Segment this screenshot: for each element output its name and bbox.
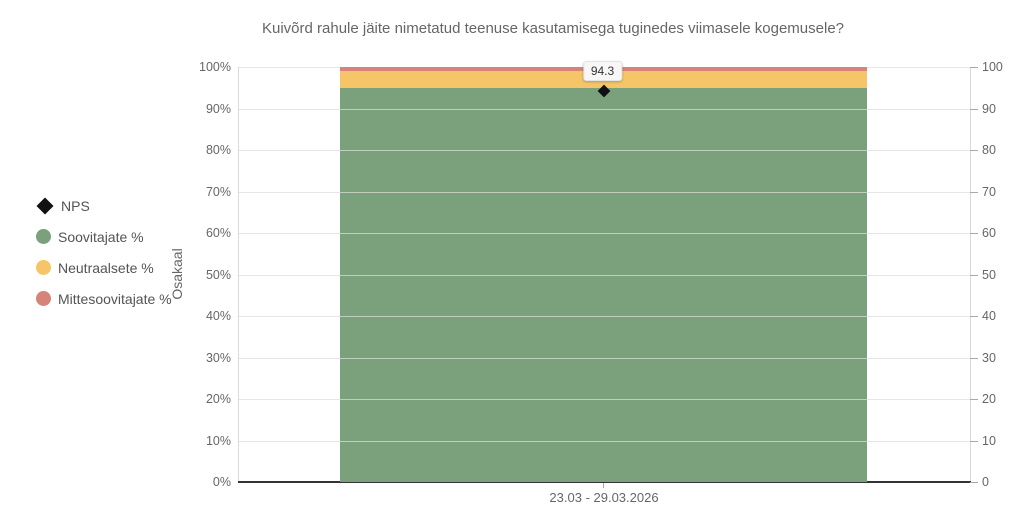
gridline-over-bar xyxy=(340,274,867,276)
y-axis-left-tick-label: 40% xyxy=(205,309,231,323)
gridline-over-bar xyxy=(340,191,867,193)
legend-item-nps[interactable]: NPS xyxy=(36,195,172,216)
y-axis-right-tick xyxy=(970,67,978,68)
gridline-over-bar xyxy=(340,150,867,151)
y-axis-left-tick-label: 20% xyxy=(205,392,231,406)
bar-segment-soovitajate[interactable] xyxy=(340,87,867,482)
y-axis-left-tick-label: 10% xyxy=(205,433,231,448)
y-axis-left-tick-label: 70% xyxy=(205,184,231,199)
y-axis-left-tick-label: 90% xyxy=(205,101,231,116)
y-axis-right-tick xyxy=(970,150,978,151)
x-axis-category-label: 23.03 - 29.03.2026 xyxy=(549,490,659,505)
y-axis-right-tick-label: 80 xyxy=(982,143,996,157)
legend-label: Mittesoovitajate % xyxy=(58,290,172,307)
y-axis-right-tick-label: 60 xyxy=(982,226,996,240)
y-axis-left-tick-label: 60% xyxy=(205,226,231,240)
y-axis-right-tick xyxy=(970,357,978,359)
promoters-circle-icon xyxy=(36,229,51,244)
gridline-over-bar xyxy=(340,399,867,400)
chart-title: Kuivõrd rahule jäite nimetatud teenuse k… xyxy=(261,20,845,37)
gridline-over-bar xyxy=(340,440,867,442)
legend-item-mittesoovitajate[interactable]: Mittesoovitajate % xyxy=(36,288,172,309)
x-axis-line xyxy=(238,481,971,483)
y-axis-left-tick-label: 80% xyxy=(205,143,231,157)
y-axis-right-tick xyxy=(970,399,978,400)
legend-label: Soovitajate % xyxy=(58,228,144,245)
y-axis-line-left xyxy=(238,67,239,482)
y-axis-right-tick-label: 50 xyxy=(982,267,996,282)
y-axis-left-tick-label: 100% xyxy=(199,60,231,74)
y-axis-right-tick-label: 70 xyxy=(982,184,996,199)
passives-circle-icon xyxy=(36,260,51,275)
y-axis-right-tick xyxy=(970,191,978,193)
chart-legend: NPS Soovitajate % Neutraalsete % Mitteso… xyxy=(36,195,172,319)
y-axis-right-tick xyxy=(970,482,978,483)
y-axis-right-tick xyxy=(970,440,978,442)
y-axis-right-tick xyxy=(970,233,978,234)
y-axis-right-tick xyxy=(970,274,978,276)
y-axis-right-tick-label: 100 xyxy=(982,60,1003,74)
nps-data-label: 94.3 xyxy=(582,60,623,81)
legend-label: NPS xyxy=(61,197,90,214)
y-axis-right-tick-label: 30 xyxy=(982,350,996,365)
legend-item-neutraalsete[interactable]: Neutraalsete % xyxy=(36,257,172,278)
gridline-over-bar xyxy=(340,108,867,110)
y-axis-left-tick-label: 50% xyxy=(205,267,231,282)
y-axis-title: Osakaal xyxy=(169,248,185,300)
gridline-over-bar xyxy=(340,357,867,359)
nps-diamond-icon xyxy=(36,197,54,214)
y-axis-left-tick-label: 0% xyxy=(212,475,231,489)
legend-label: Neutraalsete % xyxy=(58,259,154,276)
legend-item-soovitajate[interactable]: Soovitajate % xyxy=(36,226,172,247)
y-axis-right-tick-label: 10 xyxy=(982,433,996,448)
x-axis-tick xyxy=(603,483,604,488)
y-axis-right-tick xyxy=(970,108,978,110)
detractors-circle-icon xyxy=(36,291,51,306)
gridline-over-bar xyxy=(340,316,867,317)
y-axis-right-tick-label: 90 xyxy=(982,101,996,116)
gridline-over-bar xyxy=(340,233,867,234)
y-axis-right-tick-label: 0 xyxy=(982,475,989,489)
y-axis-right-tick-label: 20 xyxy=(982,392,996,406)
y-axis-left-tick-label: 30% xyxy=(205,350,231,365)
y-axis-right-tick-label: 40 xyxy=(982,309,996,323)
y-axis-right-tick xyxy=(970,316,978,317)
